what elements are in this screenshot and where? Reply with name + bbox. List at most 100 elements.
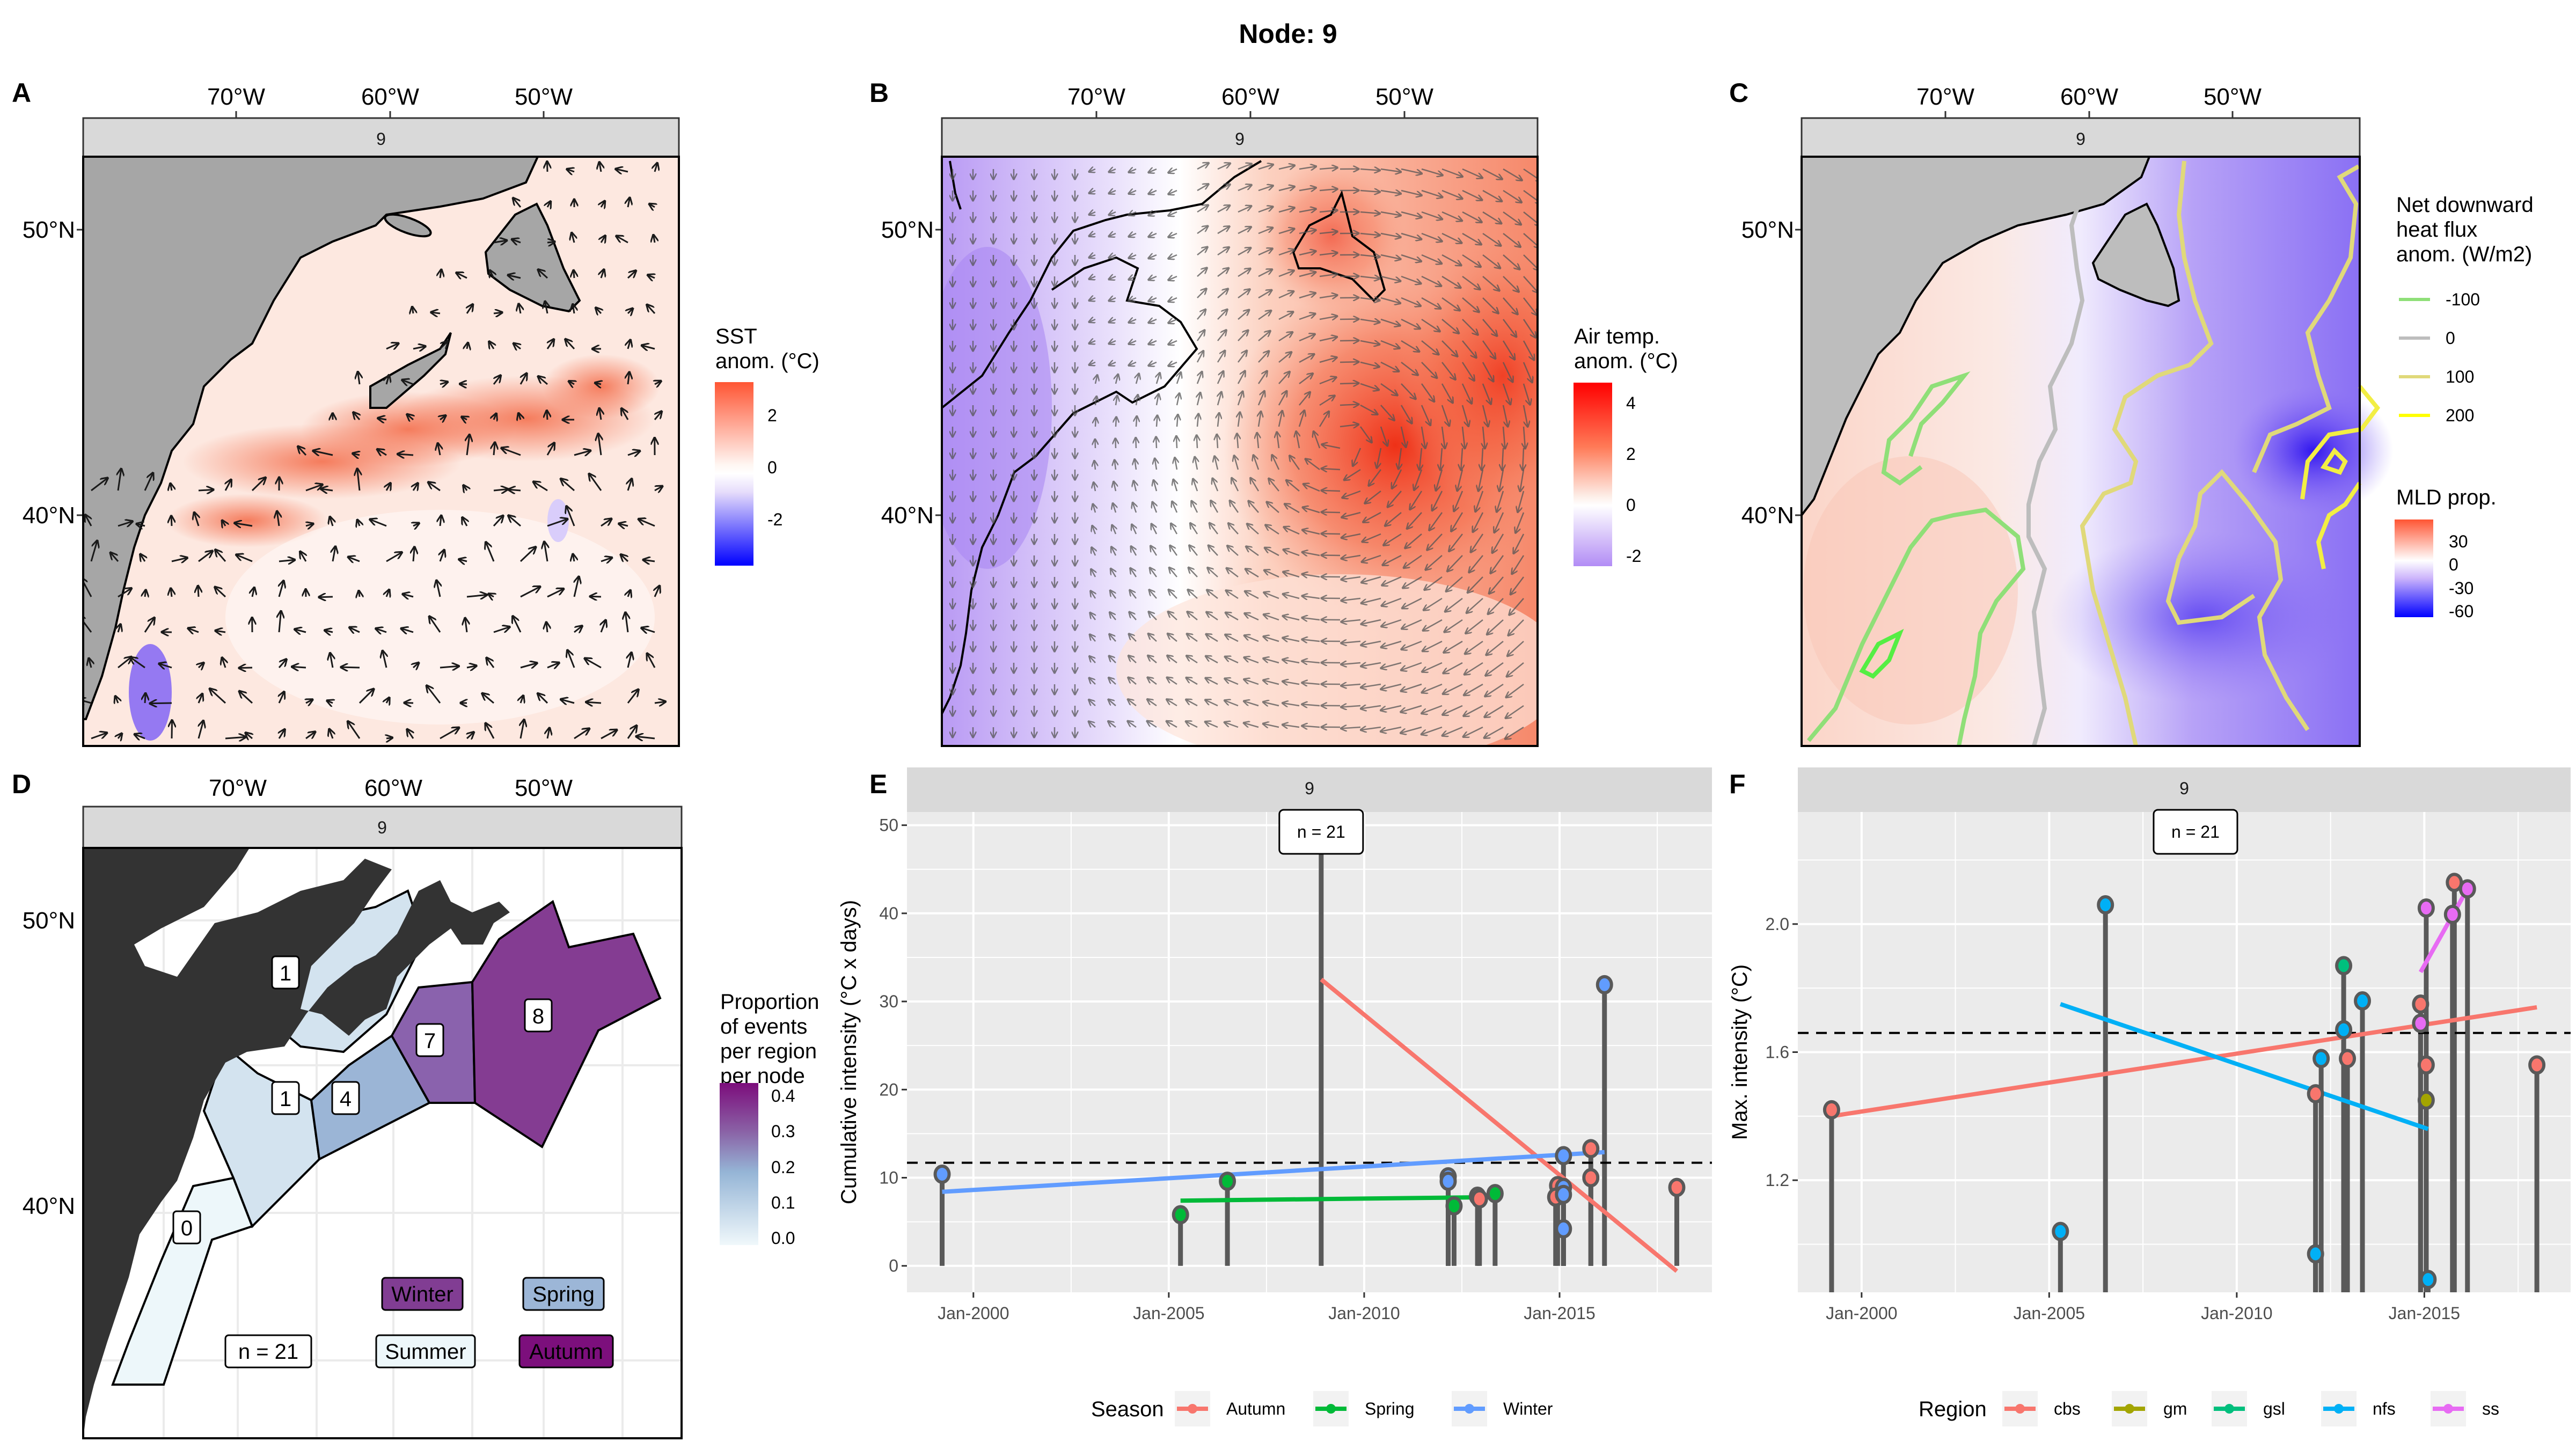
current-vector — [457, 273, 467, 278]
wind-vector — [1446, 576, 1463, 591]
wind-vector — [1283, 703, 1300, 706]
current-vector — [210, 689, 226, 704]
current-vector — [171, 484, 172, 491]
current-vector — [642, 346, 655, 349]
wind-vector — [1421, 168, 1442, 175]
wind-vector — [1441, 405, 1449, 426]
current-vector — [493, 312, 501, 313]
wind-vector — [1340, 425, 1358, 427]
current-vector — [118, 522, 132, 526]
data-point-spring — [1486, 1184, 1504, 1204]
wind-vector — [1401, 362, 1418, 375]
wind-vector — [1503, 426, 1505, 448]
wind-vector — [1148, 656, 1157, 663]
wind-vector — [1319, 412, 1329, 427]
wind-vector — [1465, 662, 1483, 674]
x-tick-label: Jan-2005 — [2014, 1304, 2085, 1323]
current-vector — [546, 443, 554, 456]
wind-vector — [1091, 613, 1095, 620]
data-point-winter — [1555, 1219, 1572, 1239]
wind-vector — [1272, 455, 1280, 470]
current-vector — [547, 729, 550, 739]
current-vector — [513, 617, 522, 633]
legend-key-point — [2443, 1404, 2453, 1414]
panel-b: B 70°W 60°W 50°W 9 50°N 40°N Air temp. an… — [869, 78, 1678, 747]
wind-vector — [1401, 189, 1421, 195]
current-vector — [341, 667, 360, 668]
wind-vector — [1109, 276, 1116, 279]
wind-vector — [1168, 634, 1177, 642]
wind-vector — [1485, 705, 1504, 717]
wind-vector — [1440, 448, 1442, 470]
current-vector — [313, 451, 333, 455]
panel-f: F 9 Jan-2000 Jan-2005 Jan-2010 Jan-2015 1.2 1.… — [1728, 767, 2571, 1426]
wind-vector — [1149, 319, 1157, 323]
wind-vector — [1503, 211, 1521, 224]
mld-legend: MLD prop. 30 0 -30 -60 — [2395, 486, 2497, 621]
current-vector — [627, 690, 638, 704]
current-vector — [198, 587, 199, 597]
current-vector — [440, 728, 458, 740]
wind-vector — [1314, 432, 1321, 449]
wind-vector — [1187, 700, 1198, 707]
current-vector — [413, 347, 425, 349]
wind-vector — [1342, 511, 1361, 517]
current-vector — [306, 524, 313, 526]
current-vector — [131, 658, 145, 669]
wind-vector — [1462, 426, 1465, 448]
wind-vector — [1092, 548, 1095, 556]
wind-vector — [1506, 683, 1524, 697]
current-vector — [402, 628, 414, 632]
wind-vector — [1299, 209, 1315, 212]
wind-vector — [1518, 491, 1525, 512]
region-count-box — [415, 1023, 444, 1057]
wind-vector — [1188, 612, 1198, 620]
wind-vector — [1238, 206, 1251, 213]
current-vector — [637, 736, 655, 738]
wind-vector — [1136, 374, 1139, 384]
legend-tick: -30 — [2449, 579, 2473, 598]
wind-vector — [1464, 683, 1483, 695]
wind-vector — [1319, 396, 1334, 406]
wind-vector — [1228, 524, 1239, 535]
wind-vector — [1169, 212, 1177, 216]
wind-vector — [1319, 337, 1337, 341]
wind-vector — [1486, 662, 1504, 675]
current-vector — [215, 588, 226, 598]
wind-vector — [1210, 523, 1218, 535]
wind-vector — [1400, 405, 1411, 423]
wind-vector — [1226, 591, 1239, 599]
wind-vector — [1419, 448, 1422, 470]
wind-vector — [1342, 598, 1361, 601]
wind-vector — [1421, 297, 1440, 309]
wind-vector — [1482, 319, 1497, 335]
wind-vector — [1258, 249, 1272, 256]
wind-vector — [1109, 362, 1116, 365]
wind-vector — [1380, 318, 1400, 325]
wind-vector — [1147, 721, 1157, 728]
wind-vector — [1089, 722, 1096, 727]
facet-strip-label: 9 — [1235, 129, 1245, 149]
wind-vector — [1344, 469, 1361, 480]
wind-vector — [1319, 274, 1337, 276]
wind-vector — [1208, 590, 1218, 599]
region-count-box — [524, 998, 553, 1033]
wind-vector — [1402, 597, 1422, 608]
wind-vector — [1466, 619, 1483, 633]
wind-vector — [1217, 289, 1228, 298]
data-point-gm — [2417, 1091, 2435, 1110]
wind-vector — [1322, 512, 1341, 513]
wind-vector — [1237, 371, 1245, 384]
wind-vector — [1283, 682, 1300, 684]
trend-line-autumn — [1320, 977, 1679, 1273]
current-vector — [601, 621, 605, 633]
wind-vector — [1360, 169, 1379, 170]
wind-vector — [1195, 457, 1197, 470]
wind-vector — [1516, 512, 1525, 532]
wind-vector — [1364, 511, 1381, 522]
heat-flux-legend: Net downward heat flux anom. (W/m2) -100 0 1… — [2396, 193, 2534, 425]
wind-vector — [1362, 597, 1381, 603]
current-vector — [91, 733, 106, 740]
wind-vector — [1380, 340, 1399, 348]
wind-vector — [1149, 212, 1157, 215]
